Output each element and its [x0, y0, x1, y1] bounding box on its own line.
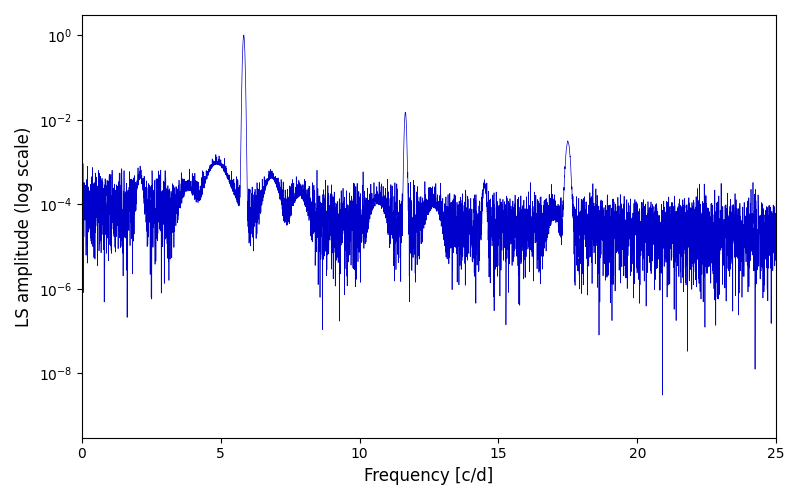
X-axis label: Frequency [c/d]: Frequency [c/d] — [364, 467, 494, 485]
Y-axis label: LS amplitude (log scale): LS amplitude (log scale) — [15, 126, 33, 326]
